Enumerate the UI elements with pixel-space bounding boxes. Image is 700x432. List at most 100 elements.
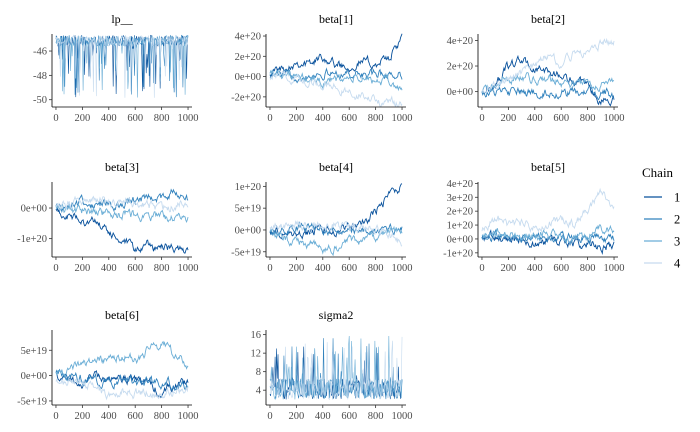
y-tick-label: 4e+20 — [447, 36, 473, 47]
x-tick-label: 200 — [289, 411, 305, 422]
x-tick-label: 800 — [154, 411, 170, 422]
y-tick-label: 3e+20 — [447, 193, 473, 204]
x-tick-label: 0 — [267, 263, 272, 274]
y-tick-label: -1e+20 — [443, 248, 473, 259]
x-tick-label: 200 — [75, 263, 91, 274]
series-line-chain-4 — [55, 377, 189, 401]
x-tick-label: 400 — [315, 113, 331, 124]
x-tick-label: 400 — [101, 263, 117, 274]
panel-title: beta[3] — [105, 160, 139, 174]
x-tick-label: 800 — [368, 113, 384, 124]
series-line-chain-4 — [269, 70, 403, 107]
panel-4: beta[4] 1e+20 5e+19 0e+00 -5e+19 0 200 400 600 80… — [231, 160, 412, 274]
x-tick-label: 0 — [479, 113, 484, 124]
x-tick-label: 600 — [553, 113, 569, 124]
y-tick-label: 0e+00 — [235, 225, 261, 236]
x-tick-label: 200 — [501, 113, 517, 124]
panel-title: beta[6] — [105, 308, 139, 322]
x-tick-label: 800 — [580, 263, 596, 274]
x-tick-label: 0 — [53, 263, 58, 274]
x-tick-label: 800 — [368, 263, 384, 274]
series-line-chain-3 — [481, 72, 615, 93]
panel-2: beta[2] 4e+20 2e+20 0e+00 0 200 400 600 800 1000 — [447, 12, 625, 124]
series-line-chain-3 — [481, 224, 615, 245]
series-line-chain-1 — [55, 207, 189, 254]
series-line-chain-2 — [269, 67, 403, 84]
series-line-chain-1 — [55, 369, 189, 400]
y-tick-label: 5e+19 — [235, 204, 261, 215]
x-tick-label: 200 — [289, 113, 305, 124]
legend-label: 4 — [674, 257, 681, 271]
series-group — [269, 335, 403, 401]
series-line-chain-4 — [481, 37, 615, 94]
x-tick-label: 1000 — [392, 113, 413, 124]
panel-title: beta[5] — [531, 160, 565, 174]
panel-5: beta[5] 4e+20 3e+20 2e+20 1e+20 0e+00 -1e+20 0 2… — [443, 160, 624, 274]
panel-1: beta[1] 4e+20 2e+20 0e+00 -2e+20 0 200 400 600 80… — [231, 12, 412, 124]
x-tick-label: 0 — [479, 263, 484, 274]
x-tick-label: 1000 — [604, 113, 625, 124]
legend-title: Chain — [642, 165, 674, 180]
y-tick-label: 8 — [256, 367, 261, 378]
y-tick-label: 0e+00 — [447, 87, 473, 98]
x-tick-label: 400 — [101, 411, 117, 422]
y-tick-label: 1e+20 — [235, 182, 261, 193]
y-tick-label: -48 — [33, 71, 47, 82]
series-line-chain-3 — [269, 69, 403, 92]
x-tick-label: 400 — [315, 263, 331, 274]
x-tick-label: 200 — [75, 113, 91, 124]
x-tick-label: 800 — [368, 411, 384, 422]
x-tick-label: 0 — [53, 411, 58, 422]
series-group — [55, 188, 189, 254]
panel-title: beta[1] — [319, 12, 353, 26]
series-line-chain-1 — [269, 346, 403, 400]
y-tick-label: -1e+20 — [17, 234, 47, 245]
y-tick-label: 0e+00 — [447, 234, 473, 245]
series-line-chain-2 — [481, 85, 615, 101]
series-line-chain-3 — [55, 340, 189, 377]
x-tick-label: 800 — [154, 263, 170, 274]
y-tick-label: 0e+00 — [235, 72, 261, 83]
x-tick-label: 600 — [127, 411, 143, 422]
x-tick-label: 600 — [553, 263, 569, 274]
x-tick-label: 200 — [501, 263, 517, 274]
y-tick-label: 1e+20 — [447, 221, 473, 232]
x-tick-label: 800 — [154, 113, 170, 124]
panel-title: beta[2] — [531, 12, 565, 26]
series-group — [481, 37, 615, 107]
x-tick-label: 0 — [267, 113, 272, 124]
y-tick-label: 0e+00 — [21, 371, 47, 382]
x-tick-label: 400 — [101, 113, 117, 124]
series-group — [269, 33, 403, 107]
y-tick-label: -50 — [33, 95, 47, 106]
series-line-chain-2 — [269, 338, 403, 400]
x-tick-label: 600 — [341, 263, 357, 274]
x-tick-label: 600 — [341, 113, 357, 124]
x-tick-label: 800 — [580, 113, 596, 124]
series-line-chain-1 — [269, 183, 403, 240]
series-line-chain-2 — [269, 221, 403, 237]
series-line-chain-4 — [55, 195, 189, 213]
x-tick-label: 400 — [527, 263, 543, 274]
y-tick-label: -2e+20 — [231, 92, 261, 103]
x-tick-label: 0 — [53, 113, 58, 124]
panel-title: beta[4] — [319, 160, 353, 174]
x-tick-label: 1000 — [178, 411, 199, 422]
y-tick-label: 4e+20 — [235, 32, 261, 43]
y-tick-label: -46 — [33, 47, 47, 58]
series-line-chain-3 — [55, 203, 189, 223]
y-tick-label: 2e+20 — [235, 52, 261, 63]
y-tick-label: 0e+00 — [21, 204, 47, 215]
series-line-chain-1 — [481, 229, 615, 256]
x-tick-label: 400 — [315, 411, 331, 422]
series-line-chain-2 — [55, 368, 189, 392]
series-group — [269, 183, 403, 257]
series-group — [55, 340, 189, 401]
y-tick-label: -5e+19 — [17, 396, 47, 407]
series-line-chain-4 — [55, 34, 189, 98]
panel-7: sigma2 16 12 8 4 0 200 400 600 800 1000 — [251, 308, 413, 422]
series-line-chain-3 — [55, 34, 189, 98]
x-tick-label: 200 — [289, 263, 305, 274]
x-tick-label: 400 — [527, 113, 543, 124]
